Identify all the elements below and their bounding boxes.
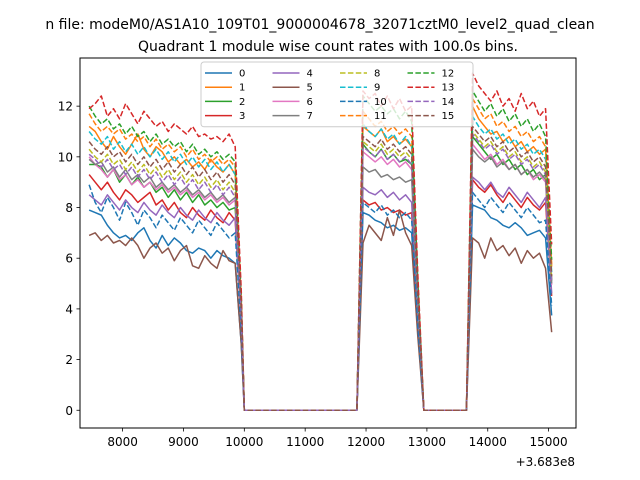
legend-label-5: 5 [307,83,313,94]
legend-label-14: 14 [442,97,455,108]
legend-label-3: 3 [239,111,245,122]
x-tick-label: 9000 [168,435,199,449]
chart-title: Quadrant 1 module wise count rates with … [138,39,518,55]
y-tick-label: 2 [65,353,73,367]
legend-label-12: 12 [442,69,455,80]
x-axis: 8000 9000 10000 11000 12000 13000 14000 15000 [107,428,568,449]
series-line-14 [88,133,553,412]
x-tick-label: 14000 [469,435,507,449]
series-line-8 [88,130,553,412]
legend-label-0: 0 [239,69,245,80]
y-axis: 0 2 4 6 8 10 12 [58,100,80,418]
x-tick-label: 13000 [408,435,446,449]
legend-label-2: 2 [239,97,245,108]
y-tick-label: 10 [58,150,73,164]
legend-label-11: 11 [374,111,387,122]
legend-label-15: 15 [442,111,455,122]
x-tick-label: 12000 [347,435,385,449]
y-tick-label: 0 [65,404,73,418]
series-line-15 [88,125,553,412]
y-tick-label: 8 [65,201,73,215]
y-tick-label: 4 [65,302,73,316]
x-tick-label: 15000 [530,435,568,449]
legend-label-7: 7 [307,111,313,122]
x-offset-label: +3.683e8 [516,455,575,469]
x-tick-label: 8000 [107,435,138,449]
x-tick-label: 11000 [286,435,324,449]
figure-suptitle: n file: modeM0/AS1A10_109T01_9000004678_… [45,17,594,33]
legend-label-10: 10 [374,97,387,108]
y-tick-label: 6 [65,252,73,266]
legend-label-8: 8 [374,69,380,80]
legend-box [200,61,474,128]
series-layer [88,72,553,412]
legend-label-6: 6 [307,97,313,108]
plot-area [79,57,577,429]
legend-label-9: 9 [374,83,380,94]
x-tick-label: 10000 [225,435,263,449]
axes-frame [79,57,577,429]
y-tick-label: 12 [58,100,73,114]
legend-label-13: 13 [442,83,455,94]
legend-label-1: 1 [239,83,245,94]
legend-label-4: 4 [307,69,313,80]
